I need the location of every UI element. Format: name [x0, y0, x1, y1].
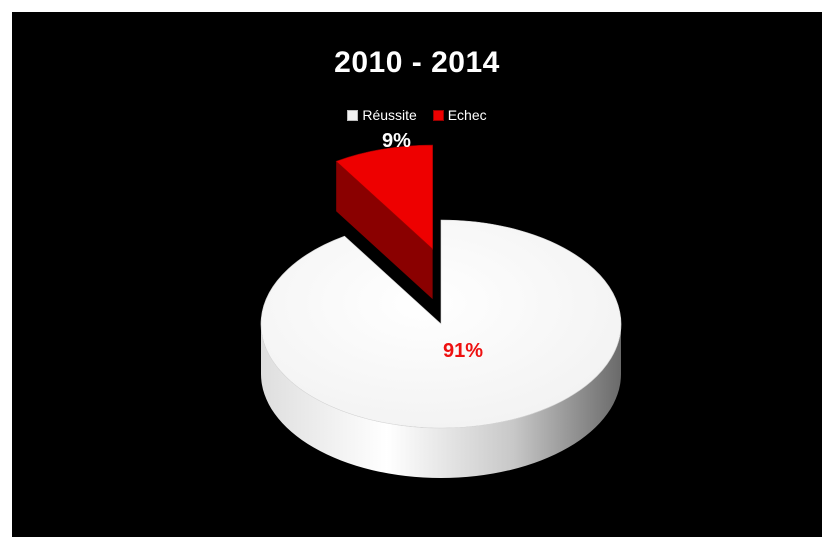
legend: Réussite Echec — [12, 107, 822, 124]
pie-top-echec — [335, 144, 433, 250]
pie-side-reussite — [261, 324, 621, 478]
chart-title: 2010 - 2014 — [334, 46, 500, 79]
legend-label-reussite: Réussite — [362, 107, 417, 123]
chart-area: 2010 - 2014 Réussite Echec 91% 9% — [12, 12, 822, 537]
legend-entry-reussite: Réussite — [347, 107, 417, 123]
data-label-echec: 9% — [382, 130, 411, 152]
pie-cut-face-echec — [336, 161, 433, 300]
pie-slice-echec — [335, 144, 433, 300]
pie-slice-reussite — [260, 219, 622, 478]
legend-entry-echec: Echec — [432, 107, 487, 123]
data-label-reussite: 91% — [443, 340, 483, 362]
legend-swatch-reussite — [347, 109, 359, 121]
pie-chart: 91% 9% — [260, 130, 622, 478]
legend-swatch-echec — [432, 109, 444, 121]
pie-top-reussite — [260, 219, 622, 429]
legend-label-echec: Echec — [447, 107, 487, 123]
